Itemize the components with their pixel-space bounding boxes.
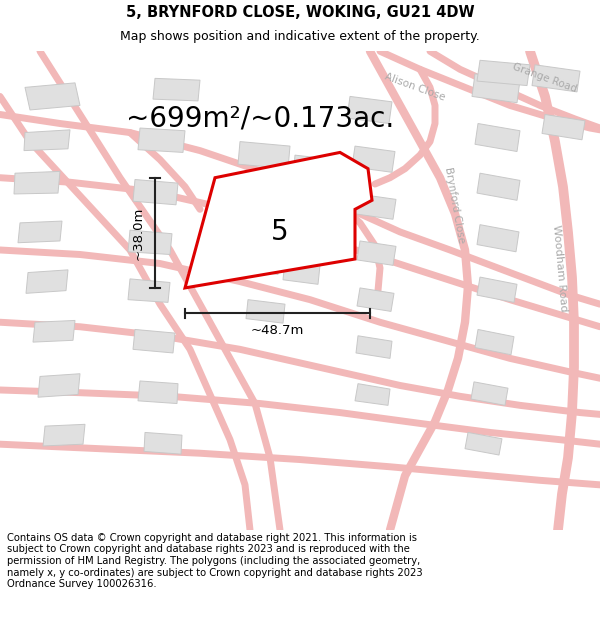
Polygon shape bbox=[43, 424, 85, 446]
Polygon shape bbox=[477, 173, 520, 200]
Polygon shape bbox=[185, 152, 372, 288]
Text: Woodham Road: Woodham Road bbox=[551, 224, 569, 312]
Polygon shape bbox=[465, 432, 502, 455]
Polygon shape bbox=[128, 230, 172, 254]
Polygon shape bbox=[356, 336, 392, 358]
Text: Map shows position and indicative extent of the property.: Map shows position and indicative extent… bbox=[120, 31, 480, 43]
Polygon shape bbox=[532, 65, 580, 92]
Text: 5: 5 bbox=[271, 218, 289, 246]
Polygon shape bbox=[355, 194, 396, 219]
Text: ~699m²/~0.173ac.: ~699m²/~0.173ac. bbox=[126, 105, 394, 133]
Text: Brynford Close: Brynford Close bbox=[443, 166, 467, 244]
Polygon shape bbox=[355, 384, 390, 406]
Polygon shape bbox=[25, 83, 80, 110]
Text: Contains OS data © Crown copyright and database right 2021. This information is
: Contains OS data © Crown copyright and d… bbox=[7, 533, 423, 589]
Polygon shape bbox=[138, 128, 185, 152]
Polygon shape bbox=[18, 221, 62, 243]
Polygon shape bbox=[138, 381, 178, 404]
Polygon shape bbox=[475, 329, 514, 355]
Polygon shape bbox=[33, 321, 75, 342]
Polygon shape bbox=[14, 171, 60, 194]
Polygon shape bbox=[153, 78, 200, 101]
Polygon shape bbox=[477, 224, 519, 252]
Polygon shape bbox=[542, 114, 585, 140]
Text: 5, BRYNFORD CLOSE, WOKING, GU21 4DW: 5, BRYNFORD CLOSE, WOKING, GU21 4DW bbox=[125, 5, 475, 20]
Polygon shape bbox=[357, 241, 396, 266]
Polygon shape bbox=[293, 155, 335, 181]
Polygon shape bbox=[477, 277, 517, 302]
Polygon shape bbox=[347, 96, 392, 124]
Polygon shape bbox=[238, 250, 280, 274]
Polygon shape bbox=[352, 146, 395, 172]
Text: Alison Close: Alison Close bbox=[383, 72, 446, 103]
Polygon shape bbox=[133, 179, 178, 205]
Polygon shape bbox=[246, 299, 285, 323]
Polygon shape bbox=[144, 432, 182, 454]
Polygon shape bbox=[128, 279, 170, 302]
Polygon shape bbox=[475, 124, 520, 151]
Polygon shape bbox=[26, 270, 68, 293]
Polygon shape bbox=[238, 196, 285, 221]
Polygon shape bbox=[133, 329, 175, 353]
Text: Grange Road: Grange Road bbox=[511, 62, 578, 94]
Polygon shape bbox=[38, 374, 80, 398]
Polygon shape bbox=[472, 74, 520, 102]
Polygon shape bbox=[477, 60, 530, 86]
Polygon shape bbox=[283, 261, 320, 284]
Text: ~48.7m: ~48.7m bbox=[251, 324, 304, 337]
Polygon shape bbox=[293, 209, 330, 234]
Polygon shape bbox=[238, 142, 290, 169]
Polygon shape bbox=[24, 130, 70, 151]
Polygon shape bbox=[357, 288, 394, 311]
Polygon shape bbox=[471, 382, 508, 406]
Text: ~38.0m: ~38.0m bbox=[132, 206, 145, 259]
